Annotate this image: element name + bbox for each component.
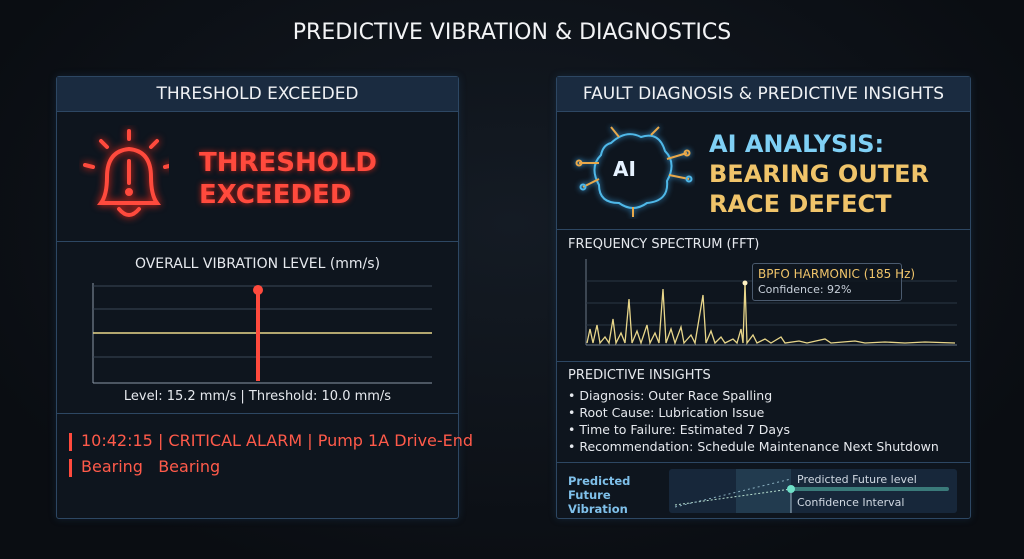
divider — [557, 229, 970, 230]
diagnosis-panel: FAULT DIAGNOSIS & PREDICTIVE INSIGHTS AI… — [556, 76, 971, 519]
insight-item: • Root Cause: Lubrication Issue — [568, 405, 765, 420]
alarm-bar — [69, 459, 72, 477]
alert-line: THRESHOLD — [199, 148, 378, 178]
future-marker — [787, 485, 795, 493]
prediction-title: Predicted Future Vibration — [568, 474, 631, 516]
insights-title: PREDICTIVE INSIGHTS — [568, 368, 711, 383]
threshold-panel: THRESHOLD EXCEEDED THRESHOLD EXCEEDED OV… — [56, 76, 473, 519]
spectrum-line — [586, 282, 956, 346]
spectrum-title: FREQUENCY SPECTRUM (FFT) — [568, 237, 760, 252]
page-title: PREDICTIVE VIBRATION & DIAGNOSTICS — [292, 20, 732, 45]
insight-item: • Time to Failure: Estimated 7 Days — [568, 422, 790, 437]
insight-item: • Recommendation: Schedule Maintenance N… — [568, 439, 939, 454]
vibration-chart — [92, 283, 432, 384]
chart-caption: Level: 15.2 mm/s | Threshold: 10.0 mm/s — [123, 389, 392, 404]
divider — [557, 462, 970, 463]
bell-icon — [83, 129, 169, 217]
panel-title: FAULT DIAGNOSIS & PREDICTIVE INSIGHTS — [557, 77, 970, 112]
prediction-legend: Predicted Future level — [797, 473, 917, 486]
divider — [557, 361, 970, 362]
divider — [57, 241, 458, 242]
peak-callout — [752, 263, 902, 301]
alarm-text: Bearing Bearing — [81, 457, 221, 476]
confidence-band — [736, 469, 791, 513]
peak-label: BPFO HARMONIC (185 Hz) — [758, 267, 916, 281]
alarm-bar — [69, 433, 72, 451]
level-marker — [253, 285, 263, 295]
chart-title: OVERALL VIBRATION LEVEL (mm/s) — [134, 256, 381, 272]
ai-badge: AI — [613, 157, 636, 181]
insight-item: • Diagnosis: Outer Race Spalling — [568, 388, 773, 403]
peak-confidence: Confidence: 92% — [758, 283, 852, 296]
ai-brain-icon — [575, 126, 693, 217]
panel-title: THRESHOLD EXCEEDED — [57, 77, 458, 112]
prediction-chart — [669, 469, 957, 513]
prediction-legend: Confidence Interval — [797, 496, 905, 509]
analysis-line: AI ANALYSIS: — [709, 130, 885, 158]
peak-marker — [742, 280, 748, 286]
analysis-line: RACE DEFECT — [709, 190, 892, 218]
analysis-line: BEARING OUTER — [709, 160, 929, 188]
divider — [57, 413, 458, 414]
alarm-text: 10:42:15 | CRITICAL ALARM | Pump 1A Driv… — [81, 431, 474, 450]
trend-line — [674, 488, 792, 506]
alert-line: EXCEEDED — [199, 180, 352, 210]
